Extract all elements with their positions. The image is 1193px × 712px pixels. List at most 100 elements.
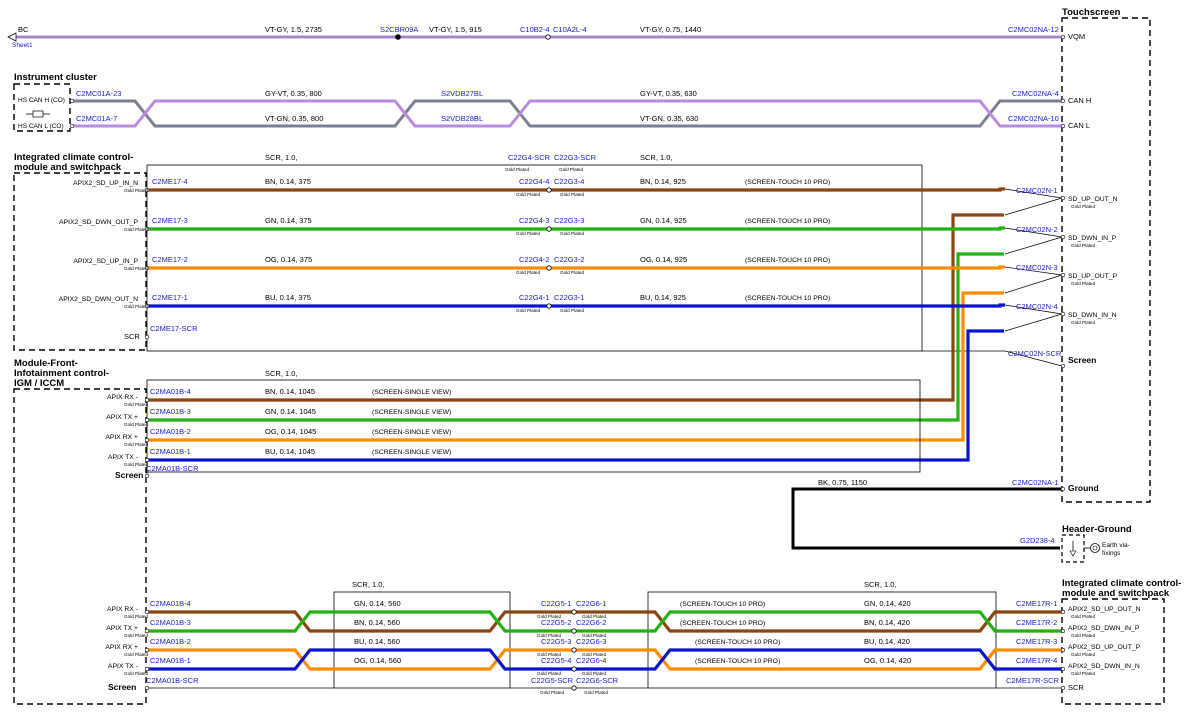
can-h-splice: S2VDB27BL: [441, 89, 483, 98]
touchscreen-pin-label: SD_UP_OUT_N: [1068, 196, 1118, 203]
bottom-wire[interactable]: [648, 610, 1062, 633]
climate-pin-label: APIX2_SD_DWN_OUT_P: [59, 219, 138, 226]
gold-plated-label: Gold Plated: [516, 192, 540, 197]
ifm-screen-pin: Screen: [115, 470, 143, 480]
can-l-splice: S2VDB28BL: [441, 114, 483, 123]
branch-wire[interactable]: [147, 329, 1004, 462]
climate-bot-title-1: Integrated climate control-: [1062, 578, 1181, 589]
climate-wire[interactable]: [147, 187, 1005, 192]
climate-conn-label: C2ME17-1: [152, 293, 188, 302]
pin-icon: [144, 265, 150, 271]
can-l-conn: C2MC01A-7: [76, 114, 117, 123]
pin-icon: [144, 457, 150, 463]
bottom-wire[interactable]: [648, 610, 1062, 633]
bottom-wire[interactable]: [147, 648, 648, 671]
inline-conn-a: C22G5-2: [541, 618, 571, 627]
bottom-wire2-label: GN, 0.14, 420: [864, 599, 911, 608]
climate-screen-outline: [146, 164, 923, 352]
gold-plated-label: Gold Plated: [1071, 204, 1095, 209]
instrument-cluster-box[interactable]: [13, 83, 71, 132]
gold-plated-label: Gold Plated: [124, 652, 148, 657]
bottom-wire2-label: BU, 0.14, 420: [864, 637, 910, 646]
inline-connector-icon: [571, 628, 577, 634]
ifm-screen-outline: [146, 379, 921, 473]
climate-note: (SCREEN-TOUCH 10 PRO): [745, 257, 830, 264]
ground-wire[interactable]: [791, 487, 1062, 550]
climate-top-module-box[interactable]: [13, 172, 147, 351]
pin-icon: [144, 473, 150, 479]
earth-conn: G2D238-4: [1020, 536, 1055, 545]
top-wire-conn-b: C10A2L-4: [553, 25, 587, 34]
bottom-wire[interactable]: [648, 648, 1062, 671]
climate-wire[interactable]: [147, 303, 1005, 308]
touchscreen-module-box[interactable]: [1061, 17, 1151, 503]
bottom-ib-scr: C22G6-SCR: [576, 676, 619, 685]
bottom-ia-scr: C22G5-SCR: [531, 676, 574, 685]
touchscreen-title: Touchscreen: [1062, 7, 1121, 18]
header-ground-box[interactable]: [1061, 534, 1085, 563]
bottom-right-scr-conn: C2ME17R-SCR: [1006, 676, 1060, 685]
pin-icon: [1060, 234, 1066, 240]
gold-plated-label: Gold Plated: [516, 231, 540, 236]
gold-plated-label: Gold Plated: [124, 462, 148, 467]
ifm-scr-label: SCR, 1.0,: [265, 369, 298, 378]
can-h-conn: C2MC01A-23: [76, 89, 121, 98]
earth-label-1: Earth via-: [1102, 542, 1130, 549]
bottom-note: (SCREEN-TOUCH 10 PRO): [680, 620, 765, 627]
gold-plated-label: Gold Plated: [1071, 281, 1095, 286]
pin-icon: [1060, 272, 1066, 278]
inline-conn-a: C22G4-1: [519, 293, 549, 302]
pin-lead: [1004, 304, 1063, 332]
off-sheet-arrow-icon[interactable]: [7, 32, 17, 42]
pin-icon: [144, 647, 150, 653]
climate-top-title-2: module and switchpack: [14, 162, 122, 173]
top-wire-group[interactable]: [7, 32, 1066, 42]
climate-wire1-label: OG, 0.14, 375: [265, 255, 312, 264]
branch-wire[interactable]: [147, 252, 1004, 422]
can-l-wire2-label: VT-GN, 0.35, 630: [640, 114, 698, 123]
inline-conn-b: C22G6-1: [576, 599, 606, 608]
climate-wire[interactable]: [147, 265, 1005, 270]
ifm-module-box[interactable]: [13, 388, 147, 705]
branch-wire[interactable]: [147, 291, 1004, 442]
bottom-wire1-label: OG, 0.14, 560: [354, 656, 401, 665]
top-wire-end-pin: VQM: [1068, 32, 1085, 41]
climate-wire[interactable]: [147, 226, 1005, 231]
ifm-title-2: Infotainment control-: [14, 368, 109, 379]
sheet-link[interactable]: Sheet1: [12, 42, 33, 49]
climate-screen-conn: C2MC02N-SCR: [1008, 349, 1062, 358]
can-l-wire1-label: VT-GN, 0.35, 800: [265, 114, 323, 123]
pin-icon: [144, 609, 150, 615]
inline-connector-icon: [546, 265, 552, 271]
inline-connector-icon: [571, 685, 577, 691]
climate-note: (SCREEN-TOUCH 10 PRO): [745, 179, 830, 186]
bottom-wire[interactable]: [648, 648, 1062, 671]
bottom-wire[interactable]: [147, 610, 648, 633]
pin-icon: [69, 98, 75, 104]
inline-conn-b: C22G6-3: [576, 637, 606, 646]
inline-conn-a: C22G5-1: [541, 599, 571, 608]
bottom-right-scr-pin: SCR: [1068, 683, 1084, 692]
gold-plated-label: Gold Plated: [1071, 614, 1095, 619]
bottom-wire1-label: GN, 0.14, 560: [354, 599, 401, 608]
pin-icon: [144, 628, 150, 634]
pin-icon: [144, 303, 150, 309]
climate-wire2-label: GN, 0.14, 925: [640, 216, 687, 225]
bottom-conn-label: C2MA01B-4: [150, 599, 191, 608]
gold-plated-label: Gold Plated: [560, 308, 584, 313]
pin-icon: [1060, 628, 1066, 634]
bottom-wire[interactable]: [147, 648, 648, 671]
pin-lead: [1004, 188, 1063, 216]
climate-wire1-label: BN, 0.14, 375: [265, 177, 311, 186]
bottom-wire[interactable]: [147, 610, 648, 633]
climate-bot-pin-label: APIX2_SD_DWN_IN_P: [1068, 625, 1140, 632]
bottom-conn-label: C2MA01B-1: [150, 656, 191, 665]
inline-connector-icon: [545, 34, 551, 40]
pin-icon: [1060, 98, 1066, 104]
can-h-wire[interactable]: [72, 99, 1062, 128]
climate-wire1-label: GN, 0.14, 375: [265, 216, 312, 225]
gold-plated-label: Gold Plated: [505, 167, 529, 172]
bottom-wire2-label: OG, 0.14, 420: [864, 656, 911, 665]
bottom-note: (SCREEN-TOUCH 10 PRO): [695, 639, 780, 646]
can-l-wire[interactable]: [72, 99, 1062, 128]
